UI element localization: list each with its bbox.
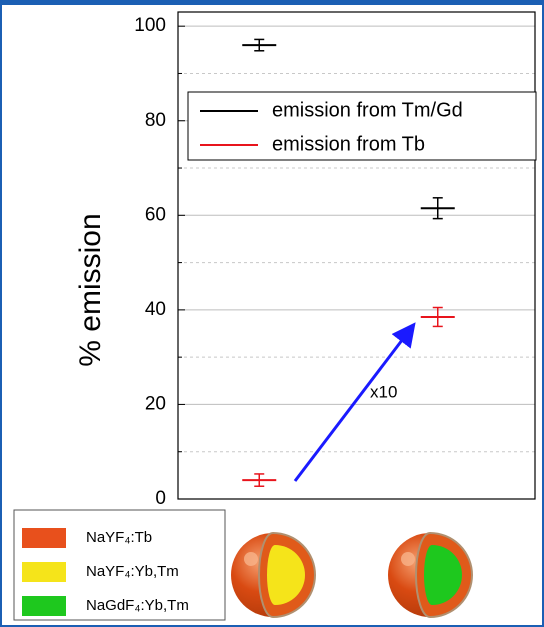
material-label: NaYF₄:Yb,Tm xyxy=(86,563,179,580)
legend-box xyxy=(187,91,537,161)
y-tick-label: 20 xyxy=(145,393,166,414)
error-bar xyxy=(432,197,443,220)
y-axis-label: % emission xyxy=(74,213,107,366)
material-label: NaGdF₄:Yb,Tm xyxy=(86,597,189,614)
y-tick-label: 80 xyxy=(145,110,166,131)
y-tick-label: 0 xyxy=(155,488,166,509)
legend-label: emission from Tm/Gd xyxy=(272,99,463,121)
error-bar xyxy=(254,473,265,487)
sphere-core xyxy=(267,545,305,605)
sphere-highlight xyxy=(401,552,415,566)
y-tick-label: 100 xyxy=(134,15,166,36)
error-bar xyxy=(432,306,443,328)
plot-frame xyxy=(177,11,536,500)
legend-label: emission from Tb xyxy=(272,133,425,155)
top-strip xyxy=(0,0,544,5)
sphere-core xyxy=(424,545,462,605)
error-bar xyxy=(254,38,265,52)
sphere-highlight xyxy=(244,552,258,566)
y-tick-label: 60 xyxy=(145,204,166,225)
material-swatch xyxy=(22,562,66,582)
y-tick-label: 40 xyxy=(145,299,166,320)
material-label: NaYF₄:Tb xyxy=(86,529,152,546)
spheres xyxy=(231,531,473,619)
annotation: x10 xyxy=(370,382,397,401)
arrow xyxy=(293,322,416,482)
material-swatch xyxy=(22,528,66,548)
material-swatch xyxy=(22,596,66,616)
